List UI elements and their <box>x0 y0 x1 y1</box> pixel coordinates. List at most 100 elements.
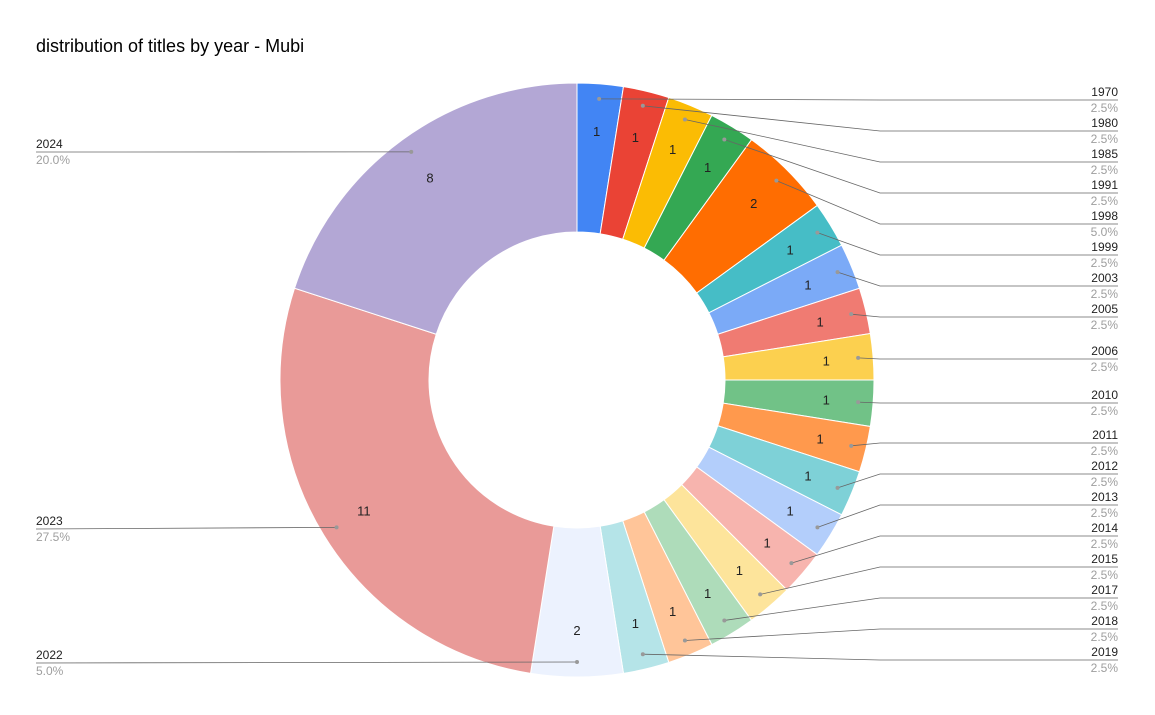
leader-line-2017 <box>724 597 1118 621</box>
leader-dot-2010 <box>856 400 861 405</box>
value-label-1985: 1 <box>669 142 676 157</box>
leader-dot-2024 <box>409 149 414 154</box>
percent-label-2003: 2.5% <box>1091 287 1119 301</box>
leader-line-1985 <box>684 119 1118 163</box>
percent-label-2011: 2.5% <box>1091 444 1119 458</box>
leader-dot-2003 <box>835 270 840 275</box>
category-label-2013: 2013 <box>1091 490 1118 504</box>
value-label-2018: 1 <box>669 604 676 619</box>
percent-label-2005: 2.5% <box>1091 318 1119 332</box>
leader-line-2013 <box>817 504 1118 528</box>
percent-label-1998: 5.0% <box>1091 225 1119 239</box>
value-label-2024: 8 <box>426 171 433 186</box>
leader-dot-2006 <box>856 355 861 360</box>
category-label-2012: 2012 <box>1091 459 1118 473</box>
category-label-1991: 1991 <box>1091 178 1118 192</box>
leader-dot-1970 <box>597 96 602 101</box>
category-label-2003: 2003 <box>1091 271 1118 285</box>
value-label-2012: 1 <box>804 469 811 484</box>
category-label-1999: 1999 <box>1091 240 1118 254</box>
leader-dot-1998 <box>774 178 779 183</box>
percent-label-2013: 2.5% <box>1091 506 1119 520</box>
leader-line-2023 <box>35 526 337 530</box>
value-label-2006: 1 <box>823 353 830 368</box>
value-label-1998: 2 <box>750 196 757 211</box>
category-label-2019: 2019 <box>1091 645 1118 659</box>
leader-dot-1980 <box>640 103 645 108</box>
leader-line-2019 <box>642 653 1118 661</box>
value-label-2005: 1 <box>816 315 823 330</box>
leader-dot-1999 <box>815 230 820 235</box>
percent-label-1991: 2.5% <box>1091 194 1119 208</box>
value-label-1999: 1 <box>787 242 794 257</box>
leader-line-2011 <box>851 442 1118 447</box>
value-label-2017: 1 <box>704 586 711 601</box>
percent-label-2006: 2.5% <box>1091 360 1119 374</box>
category-label-1970: 1970 <box>1091 85 1118 99</box>
leader-dot-2014 <box>789 561 794 566</box>
value-label-2023: 11 <box>357 504 371 519</box>
percent-label-1985: 2.5% <box>1091 163 1119 177</box>
leader-line-1991 <box>724 139 1118 194</box>
category-label-2005: 2005 <box>1091 302 1118 316</box>
category-label-2014: 2014 <box>1091 521 1118 535</box>
category-label-2017: 2017 <box>1091 583 1118 597</box>
leader-line-2022 <box>35 661 578 664</box>
category-label-2011: 2011 <box>1092 428 1118 442</box>
leader-dot-2023 <box>334 525 339 530</box>
leader-line-2012 <box>837 473 1118 489</box>
leader-line-2014 <box>791 535 1118 564</box>
leader-line-2005 <box>851 313 1118 318</box>
category-label-2010: 2010 <box>1091 388 1118 402</box>
leader-dot-2011 <box>849 443 854 448</box>
leader-dot-1991 <box>722 137 727 142</box>
leader-dot-2022 <box>575 660 579 664</box>
value-label-2015: 1 <box>736 563 743 578</box>
leader-line-1980 <box>642 105 1118 132</box>
leader-dot-2012 <box>835 485 840 490</box>
value-label-2014: 1 <box>763 535 770 550</box>
percent-label-2014: 2.5% <box>1091 537 1119 551</box>
leader-dot-2015 <box>758 592 763 597</box>
category-label-2018: 2018 <box>1091 614 1118 628</box>
percent-label-2012: 2.5% <box>1091 475 1119 489</box>
leader-dot-2017 <box>722 618 727 623</box>
category-label-2023: 2023 <box>36 514 63 528</box>
value-label-2022: 2 <box>573 623 580 638</box>
category-label-1998: 1998 <box>1091 209 1118 223</box>
percent-label-1980: 2.5% <box>1091 132 1119 146</box>
slice-2023[interactable] <box>279 287 555 674</box>
percent-label-2010: 2.5% <box>1091 404 1119 418</box>
leader-line-2018 <box>684 628 1118 641</box>
category-label-2024: 2024 <box>36 137 63 151</box>
value-label-2003: 1 <box>804 277 811 292</box>
category-label-1980: 1980 <box>1091 116 1118 130</box>
percent-label-2017: 2.5% <box>1091 599 1119 613</box>
leader-line-2015 <box>760 566 1118 595</box>
percent-label-2024: 20.0% <box>36 153 70 167</box>
percent-label-2015: 2.5% <box>1091 568 1119 582</box>
percent-label-2022: 5.0% <box>36 664 64 678</box>
leader-dot-2013 <box>815 525 820 530</box>
leader-line-2006 <box>858 357 1118 360</box>
percent-label-1970: 2.5% <box>1091 101 1119 115</box>
percent-label-2018: 2.5% <box>1091 630 1119 644</box>
value-label-2011: 1 <box>816 431 823 446</box>
value-label-1980: 1 <box>632 130 639 145</box>
leader-line-2003 <box>837 271 1118 287</box>
leader-dot-2019 <box>640 652 645 657</box>
category-label-2006: 2006 <box>1091 344 1118 358</box>
percent-label-2019: 2.5% <box>1091 661 1119 675</box>
value-label-1991: 1 <box>704 160 711 175</box>
leader-dot-1985 <box>682 117 687 122</box>
value-label-2013: 1 <box>787 504 794 519</box>
chart-title: distribution of titles by year - Mubi <box>36 36 305 56</box>
value-label-1970: 1 <box>593 124 600 139</box>
category-label-1985: 1985 <box>1091 147 1118 161</box>
leader-line-1999 <box>817 232 1118 256</box>
leader-dot-2018 <box>682 638 687 643</box>
leader-line-1998 <box>776 180 1118 225</box>
slice-2024[interactable] <box>293 82 578 335</box>
leader-dot-2005 <box>849 312 854 317</box>
